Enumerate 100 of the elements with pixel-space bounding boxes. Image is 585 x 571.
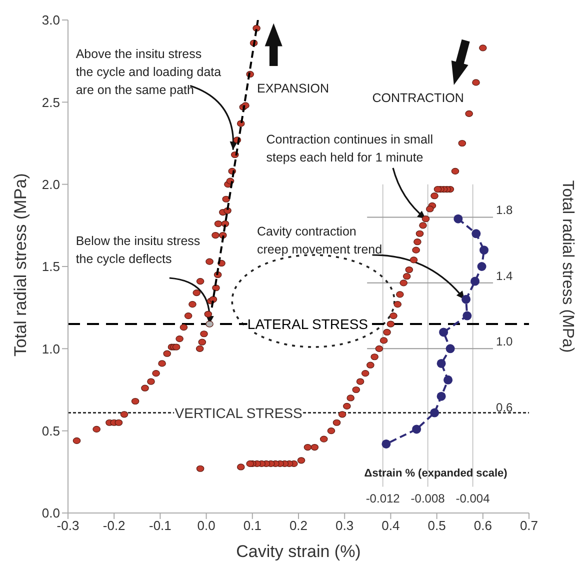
y-tick-label: 2.0 <box>42 176 60 192</box>
point <box>198 338 206 346</box>
point <box>206 320 214 328</box>
point <box>380 337 388 344</box>
point <box>222 196 230 202</box>
point <box>114 419 123 426</box>
x-axis-title: Cavity strain (%) <box>236 542 361 561</box>
point <box>419 222 427 229</box>
x2-tick-label: -0.008 <box>410 492 446 506</box>
y2-tick-label: 0.6 <box>496 400 514 414</box>
point <box>320 436 328 442</box>
x-tick-label: 0.0 <box>197 518 216 534</box>
y-tick-label: 0.5 <box>42 423 60 438</box>
point <box>152 370 160 377</box>
point <box>297 457 306 464</box>
point <box>184 312 192 320</box>
point <box>356 378 364 385</box>
point <box>338 411 346 418</box>
point <box>120 411 128 418</box>
point <box>141 384 149 392</box>
y2-axis-title: Total radial stress (MPa) <box>559 180 576 353</box>
x2-tick-label: -0.012 <box>366 492 400 506</box>
annotation: CONTRACTION <box>372 91 464 106</box>
point <box>479 44 487 52</box>
x-tick-label: 0.4 <box>382 518 400 534</box>
annotation: EXPANSION <box>257 81 330 96</box>
point <box>426 206 434 212</box>
x-tick-label: 0.6 <box>474 518 492 534</box>
point <box>361 370 370 377</box>
ref-line-label: VERTICAL STRESS <box>174 404 302 421</box>
point <box>410 256 418 264</box>
point <box>352 386 360 394</box>
point <box>416 230 424 237</box>
x-tick-label: 0.3 <box>336 518 354 534</box>
y-axis-title: Total radial stress (MPa) <box>11 173 30 356</box>
point <box>147 378 155 385</box>
point <box>196 278 204 285</box>
y-tick-label: 2.5 <box>42 94 60 110</box>
point <box>332 419 341 426</box>
x2-tick-label: -0.004 <box>456 492 490 506</box>
point <box>390 312 398 320</box>
point <box>163 350 172 357</box>
point <box>196 345 204 352</box>
x2-axis-title: Δstrain % (expanded scale) <box>364 468 508 480</box>
point <box>158 360 166 367</box>
point <box>327 428 336 434</box>
x-tick-label: -0.3 <box>56 518 80 534</box>
point <box>400 280 408 286</box>
annotation: Cavity contraction creep movement trend <box>257 224 382 256</box>
y-tick-label: 0.0 <box>42 506 60 521</box>
point <box>386 320 395 328</box>
point <box>430 192 438 200</box>
point <box>200 330 208 338</box>
point <box>310 444 319 451</box>
point <box>370 354 378 360</box>
ref-line-label: LATERAL STRESS <box>247 316 368 332</box>
point <box>131 398 140 405</box>
point <box>196 465 204 472</box>
point <box>176 336 184 342</box>
point <box>396 291 404 298</box>
point <box>366 362 374 368</box>
point <box>394 300 402 308</box>
y-tick-label: 3.0 <box>42 12 60 28</box>
x-tick-label: 0.5 <box>428 518 446 534</box>
point <box>414 238 422 246</box>
x-tick-label: 0.2 <box>289 518 308 534</box>
point <box>72 437 81 444</box>
y-tick-label: 1.5 <box>42 259 60 274</box>
point <box>465 110 473 117</box>
annotation: Below the insitu stress the cycle deflects <box>76 234 200 266</box>
annotation: Contraction continues in small steps each held for 1 minute <box>266 132 433 164</box>
point <box>451 168 460 174</box>
point <box>172 344 180 350</box>
point <box>206 258 214 265</box>
y2-tick-label: 1.4 <box>496 268 514 283</box>
x-tick-label: 0.7 <box>520 518 538 534</box>
point <box>346 394 354 402</box>
point <box>192 289 201 296</box>
point <box>412 246 420 254</box>
point <box>472 79 480 86</box>
point <box>246 460 254 467</box>
point <box>375 345 384 352</box>
point <box>188 300 196 308</box>
point <box>212 232 220 239</box>
point <box>383 328 391 336</box>
point <box>92 426 100 432</box>
point <box>402 273 411 280</box>
annotation: Above the insitu stress the cycle and loading data are on the same path <box>76 46 222 97</box>
point <box>304 444 312 451</box>
y-tick-label: 1.0 <box>42 341 60 356</box>
x-tick-label: -0.1 <box>148 518 172 534</box>
x-tick-label: 0.1 <box>243 518 262 534</box>
point <box>405 266 414 274</box>
point <box>204 310 212 318</box>
y2-tick-label: 1.8 <box>496 203 514 218</box>
point <box>422 216 430 222</box>
point <box>214 220 222 228</box>
point <box>343 402 351 410</box>
x-tick-label: -0.2 <box>102 518 126 534</box>
point <box>434 186 442 193</box>
